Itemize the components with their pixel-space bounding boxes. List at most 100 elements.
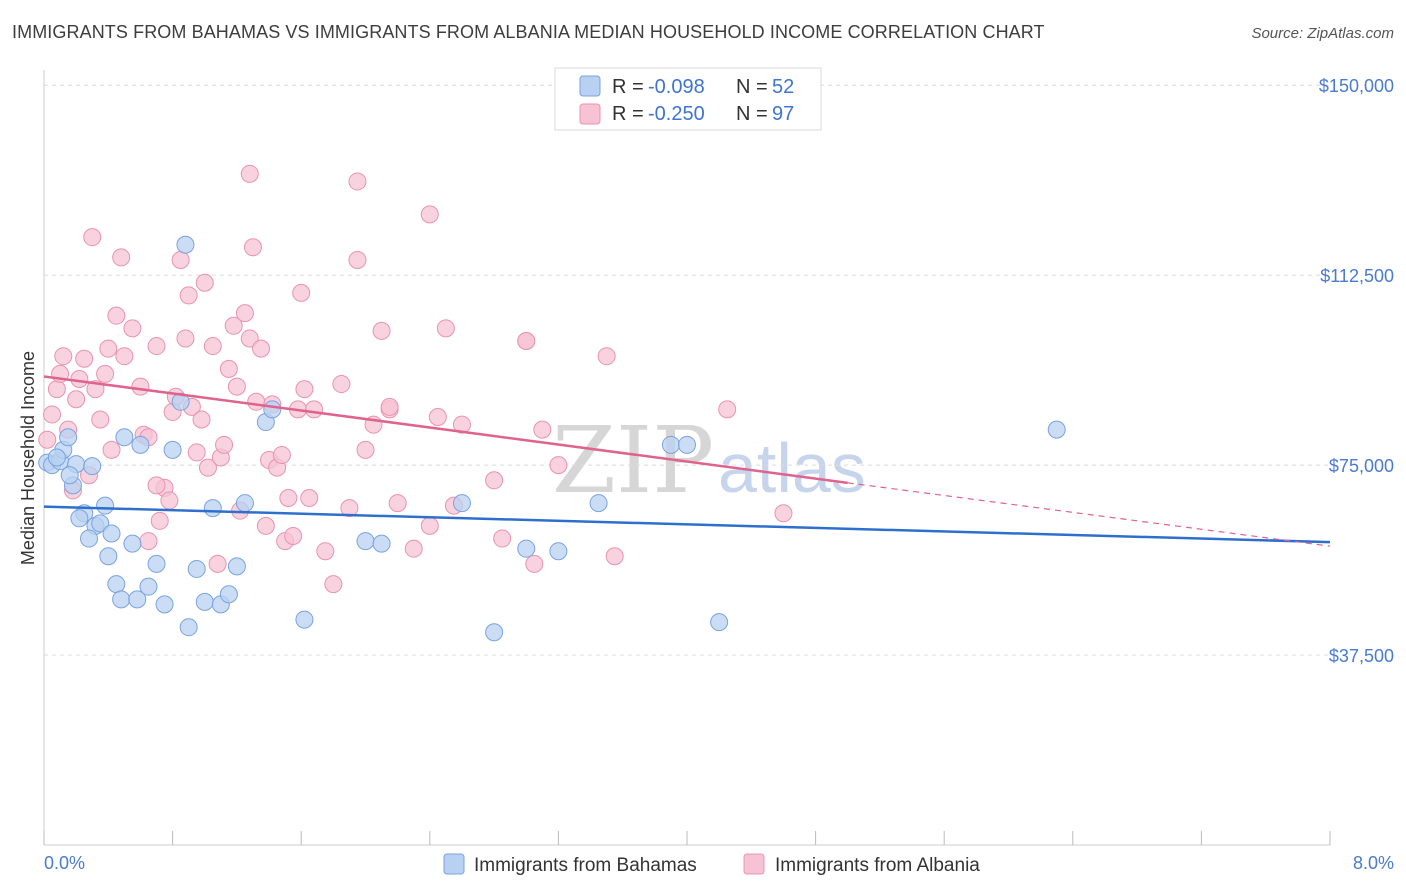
legend-r-value-bahamas: -0.098	[648, 76, 705, 98]
albania-point	[372, 321, 391, 340]
albania-point	[215, 435, 234, 454]
bahamas-point	[128, 590, 147, 609]
bahamas-point	[59, 428, 78, 447]
source-note: Source: ZipAtlas.com	[1251, 25, 1394, 42]
albania-point	[605, 547, 624, 566]
legend-r-value-albania: -0.250	[648, 103, 705, 125]
bahamas-point	[139, 577, 158, 596]
albania-point	[272, 445, 291, 464]
albania-point	[147, 337, 166, 356]
albania-point	[348, 172, 367, 191]
series-bahamas-points	[38, 235, 1066, 642]
bahamas-point	[107, 575, 126, 594]
albania-point	[597, 347, 616, 366]
albania-point	[208, 554, 227, 573]
albania-point	[256, 516, 275, 535]
albania-point	[420, 205, 439, 224]
albania-point	[75, 349, 94, 368]
bahamas-point	[485, 623, 504, 642]
albania-point	[428, 407, 447, 426]
albania-point	[43, 405, 62, 424]
albania-point	[99, 339, 118, 358]
albania-point	[123, 319, 142, 338]
albania-point	[485, 471, 504, 490]
albania-point	[227, 377, 246, 396]
y-axis-title: Median Household Income	[18, 351, 38, 565]
albania-point	[219, 359, 238, 378]
albania-point	[131, 377, 150, 396]
bahamas-point	[203, 499, 222, 518]
y-tick-label: $75,000	[1329, 456, 1394, 476]
albania-point	[160, 491, 179, 510]
albania-point	[235, 304, 254, 323]
bahamas-point	[60, 466, 79, 485]
bahamas-point	[295, 610, 314, 629]
bahamas-point	[96, 496, 115, 515]
albania-point	[356, 440, 375, 459]
albania-point	[420, 516, 439, 535]
albania-point	[332, 375, 351, 394]
albania-point	[380, 397, 399, 416]
bahamas-point	[131, 435, 150, 454]
legend-n-label-bahamas: N =	[736, 76, 768, 98]
albania-point	[115, 347, 134, 366]
albania-point	[340, 499, 359, 518]
albania-trend-line-extension	[847, 482, 1331, 547]
x-tick-label-min: 0.0%	[44, 853, 85, 873]
albania-point	[179, 286, 198, 305]
bottom-legend-label-albania: Immigrants from Albania	[775, 855, 980, 876]
albania-point	[83, 228, 102, 247]
legend-r-label-albania: R =	[612, 103, 644, 125]
bahamas-point	[219, 585, 238, 604]
bahamas-point	[163, 440, 182, 459]
albania-point	[517, 331, 536, 350]
bahamas-point	[47, 448, 66, 467]
albania-point	[316, 542, 335, 561]
albania-point	[187, 443, 206, 462]
bahamas-point	[112, 590, 131, 609]
series-legend: Immigrants from Bahamas Immigrants from …	[443, 853, 980, 876]
albania-point	[300, 489, 319, 508]
albania-point	[102, 440, 121, 459]
albania-point	[96, 364, 115, 383]
albania-point	[243, 238, 262, 257]
albania-point	[525, 554, 544, 573]
albania-point	[38, 430, 57, 449]
legend-swatch-bahamas	[579, 75, 601, 97]
albania-point	[150, 511, 169, 530]
albania-point	[67, 390, 86, 409]
albania-point	[493, 529, 512, 548]
y-tick-label: $112,500	[1320, 266, 1394, 286]
albania-point	[91, 410, 110, 429]
albania-point	[533, 420, 552, 439]
albania-point	[292, 283, 311, 302]
albania-point	[112, 248, 131, 267]
bottom-legend-label-bahamas: Immigrants from Bahamas	[474, 855, 697, 876]
albania-point	[70, 369, 89, 388]
watermark-zip: ZIP	[552, 407, 714, 514]
albania-point	[718, 400, 737, 419]
bahamas-point	[195, 592, 214, 611]
albania-point	[452, 415, 471, 434]
albania-point	[388, 494, 407, 513]
bahamas-point	[155, 595, 174, 614]
albania-point	[295, 380, 314, 399]
albania-point	[195, 273, 214, 292]
series-albania-points	[38, 164, 793, 594]
bahamas-point	[70, 509, 89, 528]
albania-point	[774, 504, 793, 523]
x-tick-label-max: 8.0%	[1353, 853, 1394, 873]
stats-legend: R = -0.098 N = 52 R = -0.250 N = 97	[554, 67, 822, 131]
albania-point	[549, 456, 568, 475]
albania-point	[279, 489, 298, 508]
bahamas-point	[123, 534, 142, 553]
albania-point	[324, 575, 343, 594]
albania-point	[404, 539, 423, 558]
bahamas-point	[372, 534, 391, 553]
albania-point	[240, 329, 259, 348]
bahamas-point	[710, 613, 729, 632]
bahamas-point	[227, 557, 246, 576]
trend-lines	[43, 375, 1331, 547]
bahamas-point	[147, 554, 166, 573]
